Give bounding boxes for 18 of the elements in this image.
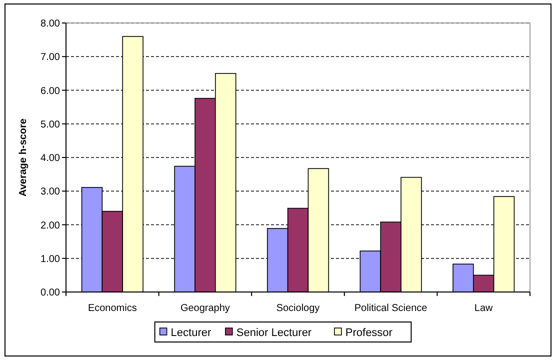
y-tick-label: 0.00 [40,288,60,298]
y-tick-label: 8.00 [40,18,60,30]
y-tick-label: 1.00 [40,254,60,265]
legend-label: Professor [345,326,393,339]
x-tick-label: Sociology [276,303,320,314]
x-tick-label: Law [474,303,494,314]
x-tick-label: Political Science [354,303,428,314]
y-tick-label: 5.00 [40,119,60,130]
y-tick-label: 7.00 [40,52,60,64]
y-tick-label: 4.00 [40,153,60,164]
y-tick-label: 2.00 [40,220,60,232]
x-tick-label: Geography [180,303,230,314]
y-tick-label: 3.00 [40,186,60,198]
y-tick-label: 6.00 [40,86,60,97]
x-tick-label: Economics [88,303,137,314]
legend-label: Senior Lecturer [236,326,312,339]
legend-label: Lecturer [170,326,212,339]
y-axis-title: Average h-score [18,118,29,196]
